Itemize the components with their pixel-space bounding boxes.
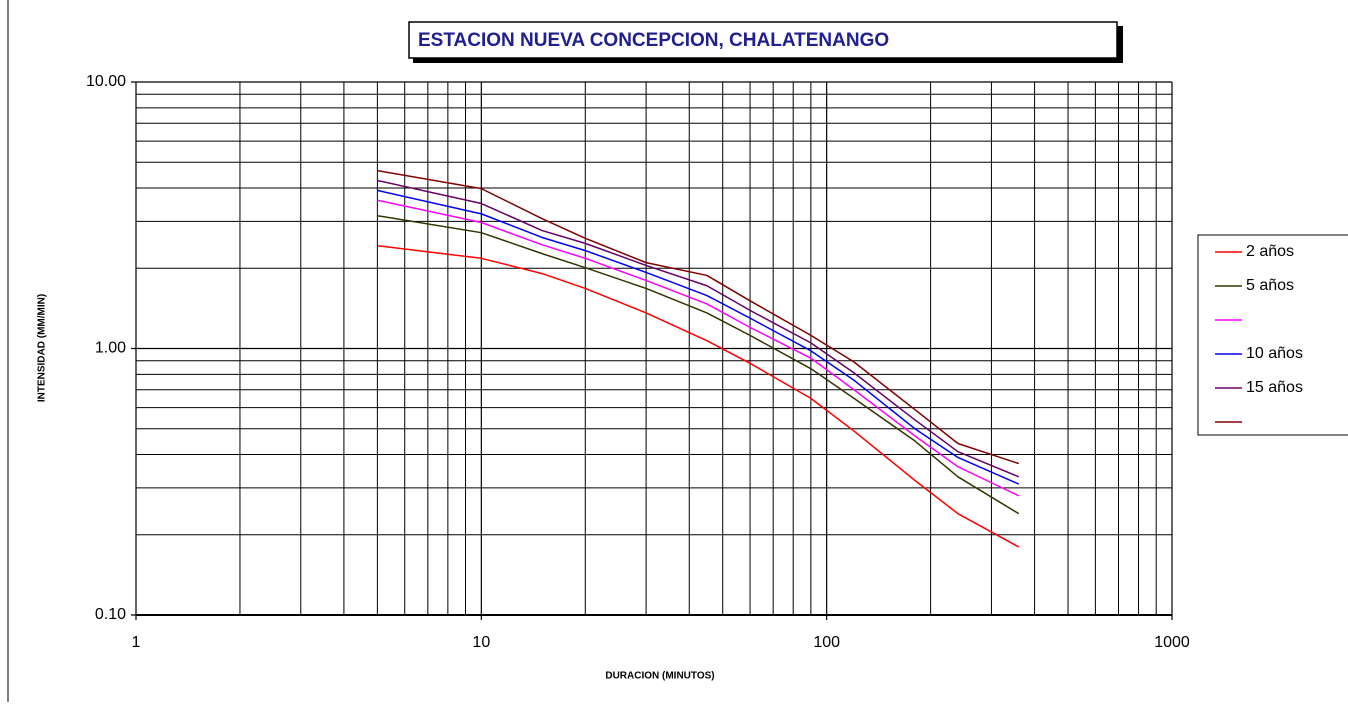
x-tick-label: 100 [813, 634, 840, 651]
y-axis-label: INTENSIDAD (MM/MIN) [37, 294, 48, 402]
title-box [408, 21, 1118, 59]
x-axis-label: DURACION (MINUTOS) [605, 671, 714, 682]
series-line [377, 244, 1020, 548]
legend-box [1197, 234, 1348, 436]
x-tick-label: 10 [472, 634, 490, 651]
series-line [377, 214, 1020, 515]
series-line [377, 179, 1020, 478]
series-line [377, 169, 1020, 465]
y-tick-label: 0.10 [95, 606, 126, 623]
chart-title: ESTACION NUEVA CONCEPCION, CHALATENANGO [418, 30, 889, 51]
x-tick-label: 1 [132, 634, 141, 651]
legend-label: 15 años [1246, 379, 1303, 396]
series-line [377, 189, 1020, 485]
x-tick-label: 1000 [1154, 634, 1190, 651]
series-line [377, 199, 1020, 497]
legend-label: 5 años [1246, 277, 1294, 294]
legend-label: 10 años [1246, 345, 1303, 362]
legend-label: 2 años [1246, 243, 1294, 260]
y-tick-label: 1.00 [95, 340, 126, 357]
y-tick-label: 10.00 [86, 73, 126, 90]
